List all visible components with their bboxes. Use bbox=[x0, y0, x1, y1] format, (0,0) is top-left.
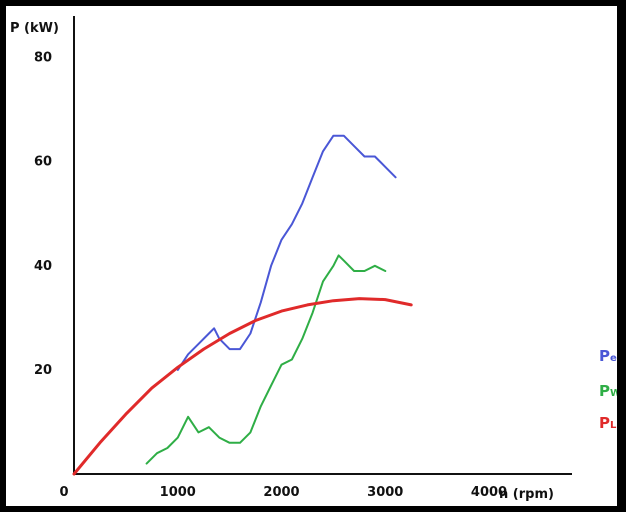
x-axis-label: n (rpm) bbox=[499, 487, 554, 502]
y-tick-label: 80 bbox=[34, 51, 52, 66]
x-tick-label: 1000 bbox=[160, 485, 196, 500]
legend-entry-pw: PW bbox=[599, 382, 617, 400]
x-tick-label: 2000 bbox=[263, 485, 299, 500]
y-axis-label: P (kW) bbox=[10, 21, 59, 36]
x-tick-label: 3000 bbox=[367, 485, 403, 500]
power-chart: P (kW) n (rpm) 0 1000 2000 3000 4000 20 40 60 80… bbox=[10, 16, 617, 502]
chart-frame: P (kW) n (rpm) 0 1000 2000 3000 4000 20 40 60 80… bbox=[6, 6, 617, 506]
y-tick-label: 40 bbox=[34, 259, 52, 274]
series-line-pl bbox=[72, 297, 413, 476]
series-line-pw bbox=[145, 254, 387, 465]
series-line-pe bbox=[176, 134, 397, 371]
legend-entry-pe: Pe bbox=[599, 347, 617, 365]
x-tick-label: 4000 bbox=[471, 485, 507, 500]
x-tick-label: 0 bbox=[59, 485, 68, 500]
y-tick-label: 60 bbox=[34, 155, 52, 170]
legend-entry-pl: PL bbox=[599, 414, 617, 432]
y-tick-label: 20 bbox=[34, 363, 52, 378]
